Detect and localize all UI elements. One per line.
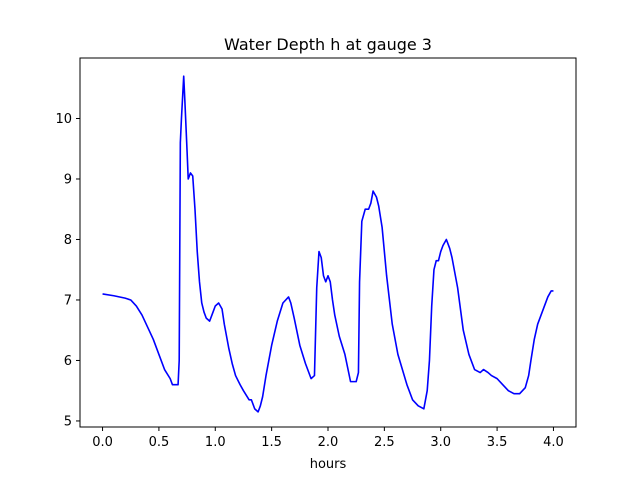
- chart-title: Water Depth h at gauge 3: [224, 35, 432, 54]
- series-layer: [102, 75, 554, 413]
- y-tick-label: 5: [64, 414, 72, 429]
- y-tick-label: 6: [64, 354, 72, 369]
- x-tick-label: 3.0: [430, 435, 451, 450]
- x-tick-label: 0.5: [149, 435, 170, 450]
- y-axis: 5 6 7 8 9 10: [55, 112, 80, 429]
- x-tick-label: 2.0: [318, 435, 339, 450]
- series-line: [102, 75, 554, 413]
- x-tick-label: 1.5: [261, 435, 282, 450]
- y-tick-label: 10: [55, 112, 72, 127]
- x-tick-label: 2.5: [374, 435, 395, 450]
- x-tick-label: 4.0: [543, 435, 564, 450]
- x-tick-label: 3.5: [487, 435, 508, 450]
- x-tick-label: 1.0: [205, 435, 226, 450]
- y-tick-label: 8: [64, 233, 72, 248]
- x-axis-label: hours: [310, 457, 347, 472]
- plot-area-frame: [79, 57, 577, 428]
- y-tick-label: 7: [64, 293, 72, 308]
- x-tick-label: 0.0: [92, 435, 113, 450]
- y-tick-label: 9: [64, 172, 72, 187]
- x-axis: 0.0 0.5 1.0 1.5 2.0 2.5 3.0 3.5 4.0: [92, 427, 564, 450]
